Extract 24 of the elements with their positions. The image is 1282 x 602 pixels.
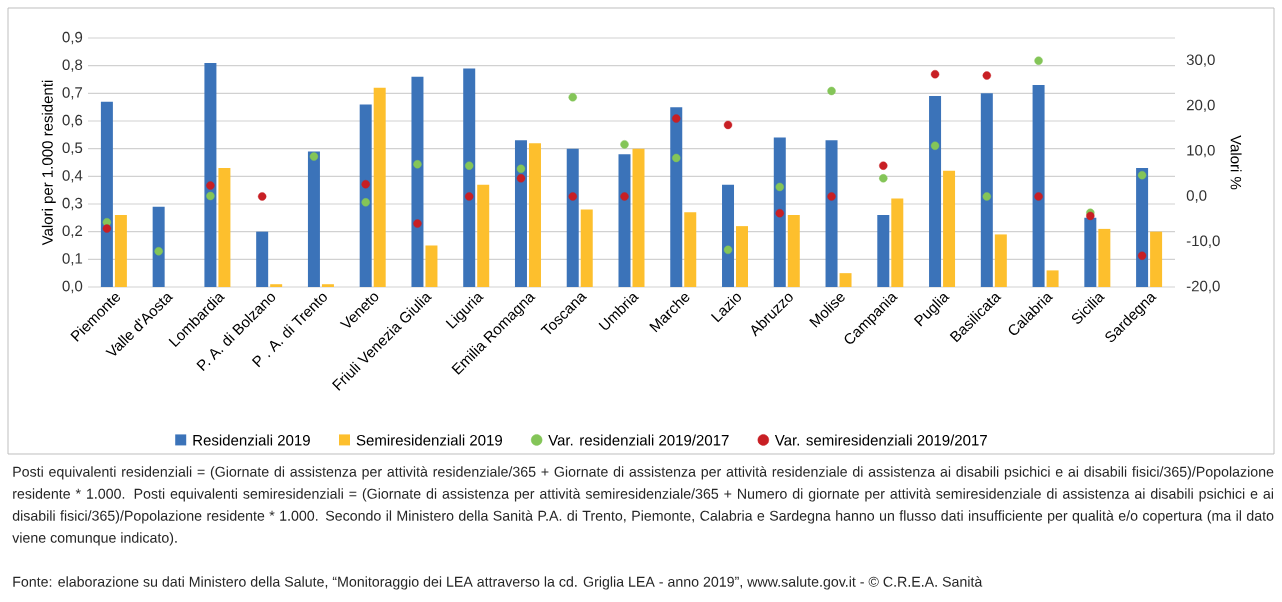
y2-tick-label: 30,0 bbox=[1186, 54, 1215, 67]
legend-label: Var. semiresidenziali 2019/2017 bbox=[774, 434, 987, 446]
y2-tick-label: -10,0 bbox=[1186, 235, 1220, 248]
y-axis-title: Valori per 1.000 residenti bbox=[41, 80, 56, 246]
y-tick-label: 0,9 bbox=[62, 31, 83, 45]
y-tick-label: 0,2 bbox=[62, 225, 83, 238]
y-tick-label: 0,6 bbox=[62, 114, 83, 128]
y2-axis-title: Valori % bbox=[1230, 135, 1242, 190]
text: Posti equivalenti residenziali = (Giornate di assistenza per attività residenziale/365 + Giornate di assistenza per attività residenziale di assistenza ai disabili psichici e ai disabili fisici/365)/Popolazione residente * 1.000. Posti equivalenti semiresidenziali = (Giornate di assistenza per attività semiresidenziale/365 + Numero di giornate per attività semiresidenziale di assistenza ai disabili psichici e ai disabili fisici/365)/Popolazione residente * 1.000. Secondo il Ministero della Sanità P.A. di Trento, Piemonte, Calabria e Sardegna hanno un flusso dati insufficiente per qualità e/o copertura (ma il dato viene comunque indicato). bbox=[12, 466, 1274, 546]
source-note: Fonte: elaborazione su dati Ministero della Salute, “Monitoraggio dei LEA attraverso la cd. Griglia LEA - anno 2019”, www.salute.gov.it - © C.R.E.A. Sanità bbox=[13, 576, 983, 590]
y-tick-label: 0,0 bbox=[62, 280, 83, 294]
y-tick-label: 0,1 bbox=[62, 253, 83, 266]
y-tick-label: 0,7 bbox=[62, 87, 83, 100]
y2-tick-label: 10,0 bbox=[1187, 144, 1215, 158]
legend-label: Var. residenziali 2019/2017 bbox=[548, 434, 729, 446]
y2-tick-label: 0,0 bbox=[1186, 190, 1207, 203]
y2-tick-label: -20,0 bbox=[1186, 280, 1220, 294]
y-tick-label: 0,5 bbox=[62, 142, 83, 155]
y-tick-label: 0,3 bbox=[62, 197, 83, 211]
y-tick-label: 0,8 bbox=[62, 59, 83, 72]
y-tick-label: 0,4 bbox=[62, 170, 83, 183]
legend-label: Residenziali 2019 bbox=[193, 434, 310, 446]
legend-label: Semiresidenziali 2019 bbox=[356, 434, 502, 446]
y2-tick-label: 20,0 bbox=[1186, 99, 1215, 113]
